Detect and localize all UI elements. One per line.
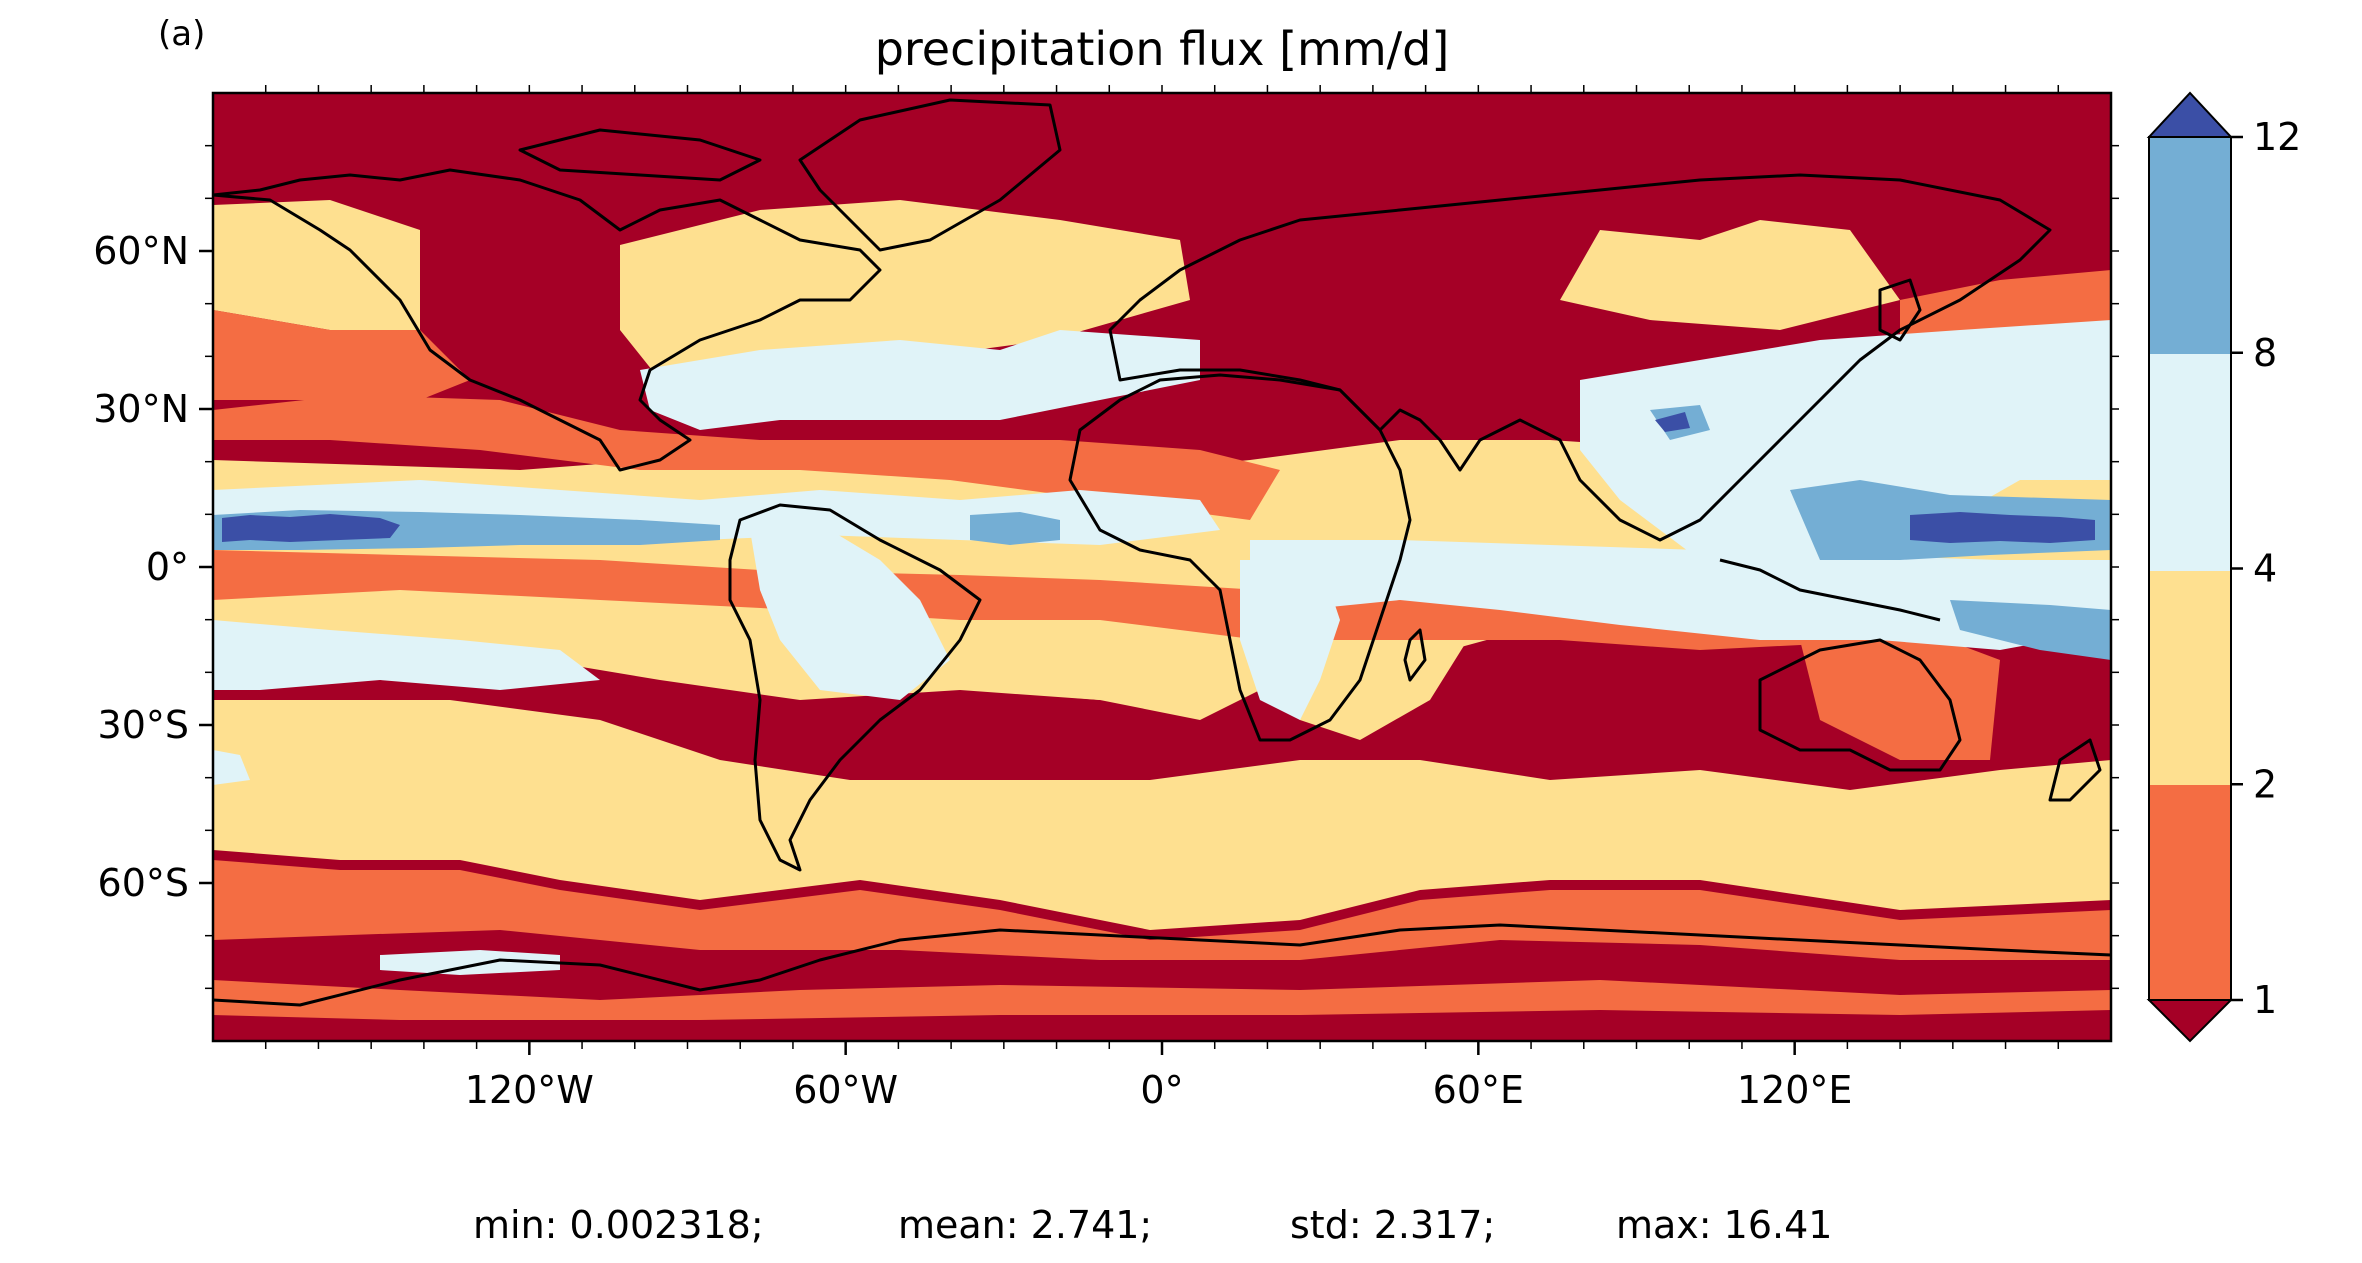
field-4-8 xyxy=(213,620,600,690)
coastline-japan xyxy=(1878,278,1922,342)
colorbar-tick-label: 4 xyxy=(2253,547,2277,591)
field-over-12 xyxy=(1655,412,1690,432)
x-tick-label: 60°E xyxy=(1433,1068,1524,1112)
coastline-australia xyxy=(1758,638,1962,772)
coastline-indonesia xyxy=(1719,558,1941,622)
colorbar-ticks: 12 8 4 2 1 xyxy=(2231,115,2301,1022)
x-tick-label: 120°W xyxy=(465,1068,594,1112)
x-axis-ticks: 120°W 60°W 0° 60°E 120°E xyxy=(465,1041,1853,1112)
colorbar-tick-label: 12 xyxy=(2253,115,2301,159)
precipitation-fields xyxy=(213,200,2111,1020)
coastline-new-zealand xyxy=(2048,738,2102,802)
coastline-europe-asia xyxy=(1108,173,2052,542)
map-title: precipitation flux [mm/d] xyxy=(875,22,1450,76)
field-4-8 xyxy=(1250,540,2111,650)
field-over-12 xyxy=(1910,512,2095,543)
field-2-4 xyxy=(213,200,420,330)
colorbar-tick-label: 1 xyxy=(2253,978,2277,1022)
x-tick-label: 120°E xyxy=(1737,1068,1853,1112)
precipitation-map xyxy=(213,93,2111,1041)
panel-label: (a) xyxy=(158,14,205,54)
field-over-12 xyxy=(222,514,400,542)
field-4-8 xyxy=(213,750,250,785)
stat-min: min: 0.002318; xyxy=(473,1203,764,1247)
stat-max: max: 16.41 xyxy=(1616,1203,1832,1247)
y-tick-label: 60°N xyxy=(93,229,189,273)
x-tick-label: 0° xyxy=(1140,1068,1183,1112)
coastline-south-america xyxy=(728,503,982,872)
colorbar-band-8-12 xyxy=(2149,137,2231,354)
y-tick-label: 0° xyxy=(146,545,189,589)
colorbar-over-triangle xyxy=(2146,91,2234,138)
y-tick-label: 30°S xyxy=(98,703,189,747)
coastline-arctic-islands xyxy=(518,128,762,182)
y-tick-label: 30°N xyxy=(93,387,189,431)
coastline-north-america xyxy=(213,168,882,472)
field-4-8 xyxy=(1580,320,2111,620)
field-8-12 xyxy=(970,512,1060,545)
field-4-8 xyxy=(380,950,560,975)
colorbar-tick-label: 8 xyxy=(2253,331,2277,375)
stat-std: std: 2.317; xyxy=(1290,1203,1495,1247)
colorbar-band-2-4 xyxy=(2149,571,2231,785)
x-tick-label: 60°W xyxy=(793,1068,898,1112)
coastline-africa-eurasia xyxy=(1068,373,1412,742)
stat-mean: mean: 2.741; xyxy=(898,1203,1152,1247)
field-1-2 xyxy=(213,310,470,400)
y-tick-label: 60°S xyxy=(98,861,189,905)
field-4-8 xyxy=(750,530,950,700)
field-8-12 xyxy=(1950,600,2111,660)
field-4-8 xyxy=(1240,560,1340,720)
coastline-greenland xyxy=(798,98,1062,252)
colorbar-tick-label: 2 xyxy=(2253,762,2277,806)
field-1-2 xyxy=(213,395,1280,520)
field-2-4 xyxy=(213,700,2111,930)
field-1-2 xyxy=(1800,630,2000,760)
coastlines xyxy=(213,98,2111,1007)
colorbar: 12 8 4 2 1 xyxy=(2146,91,2301,1043)
colorbar-band-4-8 xyxy=(2149,354,2231,571)
minor-ticks xyxy=(205,85,2119,1049)
coastline-antarctica xyxy=(213,923,2111,1007)
field-4-8 xyxy=(640,330,1200,430)
field-2-4 xyxy=(1560,220,1900,330)
coastline-madagascar xyxy=(1403,628,1427,682)
y-axis-ticks: 60°N 30°N 0° 30°S 60°S xyxy=(93,229,213,905)
colorbar-under-triangle xyxy=(2146,999,2234,1043)
field-1-2 xyxy=(213,860,2111,960)
field-1-2 xyxy=(213,980,2111,1020)
colorbar-band-1-2 xyxy=(2149,785,2231,1000)
